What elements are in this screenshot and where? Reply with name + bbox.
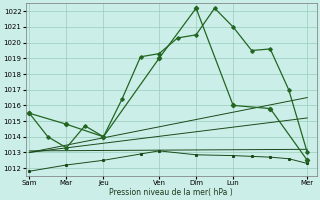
X-axis label: Pression niveau de la mer( hPa ): Pression niveau de la mer( hPa ) <box>109 188 233 197</box>
